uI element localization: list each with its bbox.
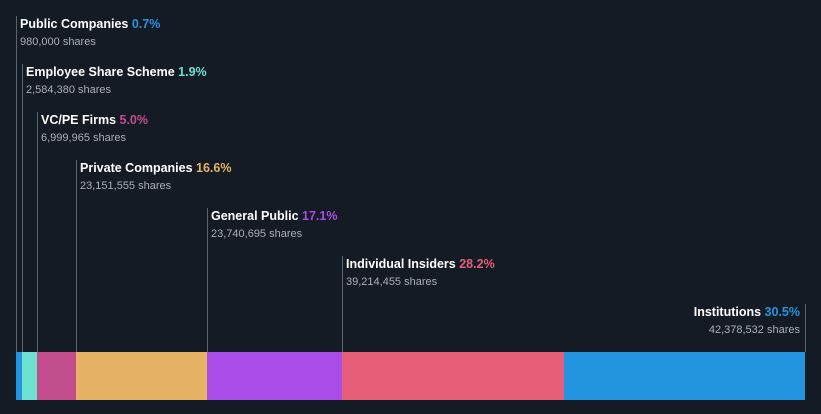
label-title: Employee Share Scheme 1.9% bbox=[26, 66, 207, 82]
series-shares: 980,000 shares bbox=[20, 36, 96, 48]
series-percent: 0.7% bbox=[131, 17, 161, 31]
label-institutions: Institutions 30.5% 42,378,532 shares bbox=[694, 306, 800, 336]
series-name: Employee Share Scheme bbox=[26, 65, 179, 79]
series-percent: 1.9% bbox=[178, 65, 207, 79]
label-title: VC/PE Firms 5.0% bbox=[41, 114, 148, 130]
label-private-companies: Private Companies 16.6% 23,151,555 shares bbox=[80, 162, 231, 192]
bar-segment-vc-pe-firms bbox=[36, 352, 76, 400]
bar-segment-public-companies bbox=[16, 352, 22, 400]
guide-line-vc-pe-firms bbox=[37, 112, 38, 352]
series-percent: 28.2% bbox=[459, 257, 495, 271]
label-title: Institutions 30.5% bbox=[694, 306, 800, 322]
bar-segment-private-companies bbox=[75, 352, 207, 400]
bar-segment-general-public bbox=[206, 352, 342, 400]
bar-segment-institutions bbox=[564, 352, 805, 400]
series-name: General Public bbox=[211, 209, 303, 223]
guide-line-employee-share-scheme bbox=[22, 64, 23, 352]
series-shares: 39,214,455 shares bbox=[346, 276, 438, 288]
series-name: VC/PE Firms bbox=[41, 113, 120, 127]
guide-line-private-companies bbox=[76, 160, 77, 352]
series-name: Institutions bbox=[693, 305, 765, 319]
guide-line-public-companies bbox=[16, 16, 17, 352]
label-individual-insiders: Individual Insiders 28.2% 39,214,455 shar… bbox=[346, 258, 495, 288]
series-shares: 23,151,555 shares bbox=[80, 180, 172, 192]
label-title: General Public 17.1% bbox=[211, 210, 337, 226]
guide-line-individual-insiders bbox=[342, 256, 343, 352]
label-title: Public Companies 0.7% bbox=[20, 18, 160, 34]
series-name: Public Companies bbox=[20, 17, 132, 31]
label-employee-share-scheme: Employee Share Scheme 1.9% 2,584,380 shar… bbox=[26, 66, 207, 96]
label-title: Individual Insiders 28.2% bbox=[346, 258, 495, 274]
series-percent: 5.0% bbox=[119, 113, 149, 127]
label-vc-pe-firms: VC/PE Firms 5.0% 6,999,965 shares bbox=[41, 114, 148, 144]
guide-line-institutions bbox=[805, 304, 806, 352]
series-percent: 16.6% bbox=[196, 161, 232, 175]
series-shares: 42,378,532 shares bbox=[708, 324, 800, 336]
bar-segment-employee-share-scheme bbox=[21, 352, 37, 400]
series-shares: 23,740,695 shares bbox=[211, 228, 303, 240]
guide-line-general-public bbox=[207, 208, 208, 352]
series-percent: 17.1% bbox=[302, 209, 338, 223]
series-shares: 6,999,965 shares bbox=[41, 132, 127, 144]
label-general-public: General Public 17.1% 23,740,695 shares bbox=[211, 210, 337, 240]
series-name: Private Companies bbox=[80, 161, 197, 175]
series-name: Individual Insiders bbox=[346, 257, 460, 271]
label-public-companies: Public Companies 0.7% 980,000 shares bbox=[20, 18, 160, 48]
label-title: Private Companies 16.6% bbox=[80, 162, 231, 178]
series-shares: 2,584,380 shares bbox=[26, 84, 112, 96]
series-percent: 30.5% bbox=[764, 305, 800, 319]
bar-segment-individual-insiders bbox=[341, 352, 565, 400]
